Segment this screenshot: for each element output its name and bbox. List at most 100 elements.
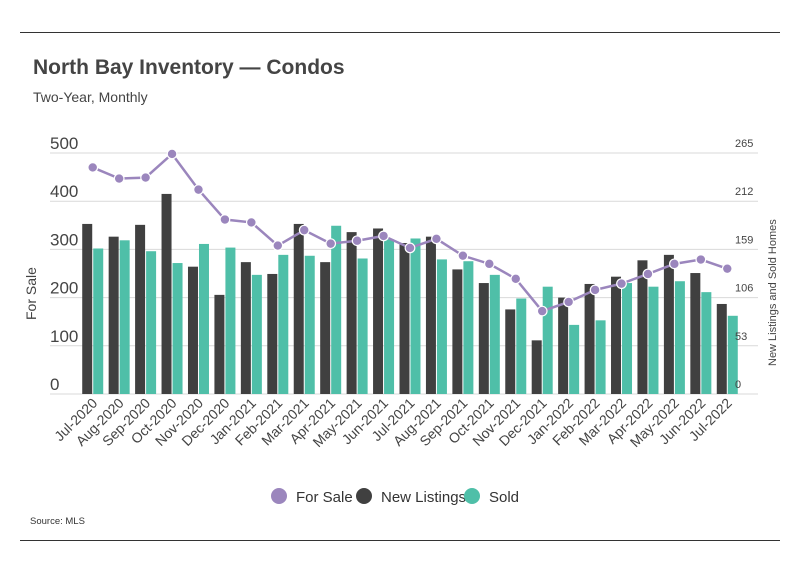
new-listings-bar bbox=[425, 236, 436, 394]
legend: For Sale New Listings Sold bbox=[271, 488, 519, 506]
for-sale-point bbox=[642, 268, 654, 280]
for-sale-point bbox=[351, 235, 363, 247]
legend-label: For Sale bbox=[296, 489, 353, 506]
new-listings-bar bbox=[558, 297, 569, 394]
sold-bar bbox=[436, 259, 447, 394]
for-sale-point bbox=[616, 278, 627, 290]
new-listings-bar bbox=[531, 340, 542, 394]
sold-bar bbox=[225, 247, 236, 394]
source-note: Source: MLS bbox=[30, 516, 85, 527]
new-listings-bar bbox=[161, 193, 172, 394]
new-listings-bar bbox=[187, 266, 198, 394]
for-sale-point bbox=[695, 254, 707, 265]
for-sale-point bbox=[298, 224, 310, 236]
x-axis-ticks: Jul-2020Aug-2020Sep-2020Oct-2020Nov-2020… bbox=[51, 395, 735, 450]
sold-bar bbox=[357, 258, 368, 394]
for-sale-point bbox=[193, 184, 204, 196]
sold-bar bbox=[463, 261, 474, 394]
sold-bar bbox=[569, 324, 580, 394]
sold-bar bbox=[93, 248, 104, 394]
new-listings-bar bbox=[240, 262, 251, 394]
sold-bar bbox=[516, 298, 527, 394]
y-tick-label: 500 bbox=[50, 134, 78, 153]
y2-tick-label: 159 bbox=[735, 234, 753, 246]
sold-bar bbox=[701, 292, 712, 394]
y2-tick-label: 265 bbox=[735, 138, 753, 150]
sold-bar bbox=[331, 225, 342, 394]
new-listings-bar bbox=[478, 283, 489, 394]
y2-tick-label: 106 bbox=[735, 283, 753, 295]
for-sale-point bbox=[431, 233, 442, 245]
new-listings-bar bbox=[637, 260, 648, 394]
bottom-rule bbox=[20, 540, 780, 541]
y-tick-label: 400 bbox=[50, 182, 78, 201]
for-sale-point bbox=[219, 214, 231, 225]
y2-tick-label: 53 bbox=[735, 331, 747, 343]
bars-group bbox=[82, 193, 738, 394]
for-sale-point bbox=[669, 258, 680, 270]
y-axis-label: For Sale bbox=[23, 267, 39, 320]
new-listings-bar bbox=[690, 273, 701, 394]
for-sale-point bbox=[404, 242, 416, 254]
y2-axis-label: New Listings and Sold Homes bbox=[767, 219, 779, 366]
new-listings-bar bbox=[663, 254, 674, 394]
sold-bar bbox=[648, 286, 659, 394]
legend-label: New Listings bbox=[381, 489, 466, 506]
y-tick-label: 200 bbox=[50, 279, 78, 298]
y-tick-label: 100 bbox=[50, 327, 78, 346]
sold-bar bbox=[172, 263, 183, 394]
new-listings-bar bbox=[267, 273, 278, 394]
for-sale-point bbox=[166, 148, 178, 160]
sold-bar bbox=[146, 251, 157, 394]
for-sale-point bbox=[536, 305, 548, 317]
legend-label: Sold bbox=[489, 489, 519, 506]
for-sale-point bbox=[245, 217, 257, 228]
for-sale-point bbox=[272, 240, 284, 251]
new-listings-bar bbox=[505, 309, 516, 394]
new-listings-bar bbox=[214, 294, 225, 394]
new-listings-bar bbox=[399, 243, 410, 394]
sold-bar bbox=[489, 274, 500, 394]
sold-bar bbox=[384, 239, 395, 394]
legend-marker bbox=[464, 488, 480, 504]
sold-bar bbox=[727, 315, 738, 394]
legend-marker bbox=[356, 488, 372, 504]
top-rule bbox=[20, 32, 780, 33]
for-sale-point bbox=[483, 258, 495, 270]
sold-bar bbox=[622, 283, 633, 394]
y-tick-label: 0 bbox=[50, 375, 59, 394]
chart-subtitle: Two-Year, Monthly bbox=[33, 89, 148, 105]
new-listings-bar bbox=[452, 269, 463, 394]
left-axis-ticks: 0 100 200 300 400 500 bbox=[50, 134, 78, 394]
y2-tick-label: 212 bbox=[735, 186, 753, 198]
sold-bar bbox=[251, 274, 262, 394]
sold-bar bbox=[542, 286, 553, 394]
new-listings-bar bbox=[82, 223, 93, 394]
new-listings-bar bbox=[716, 303, 727, 394]
sold-bar bbox=[595, 320, 606, 394]
for-sale-point bbox=[140, 172, 152, 183]
sold-bar bbox=[304, 255, 315, 394]
new-listings-bar bbox=[135, 224, 146, 394]
legend-marker bbox=[271, 488, 287, 504]
for-sale-point bbox=[87, 162, 99, 173]
sold-bar bbox=[278, 254, 289, 394]
right-axis-ticks: 0 53 106 159 212 265 bbox=[735, 138, 753, 391]
for-sale-point bbox=[563, 296, 575, 308]
for-sale-point bbox=[325, 238, 337, 250]
for-sale-point bbox=[457, 250, 469, 262]
y-tick-label: 300 bbox=[50, 230, 78, 249]
new-listings-bar bbox=[320, 262, 331, 394]
for-sale-point bbox=[113, 173, 125, 184]
for-sale-point bbox=[378, 230, 389, 242]
for-sale-line bbox=[92, 152, 728, 313]
for-sale-point bbox=[589, 284, 601, 296]
new-listings-bar bbox=[611, 276, 622, 394]
new-listings-bar bbox=[584, 283, 595, 394]
new-listings-bar bbox=[293, 223, 304, 394]
new-listings-bar bbox=[373, 228, 384, 394]
sold-bar bbox=[410, 238, 421, 394]
new-listings-bar bbox=[346, 232, 357, 394]
sold-bar bbox=[198, 243, 209, 394]
